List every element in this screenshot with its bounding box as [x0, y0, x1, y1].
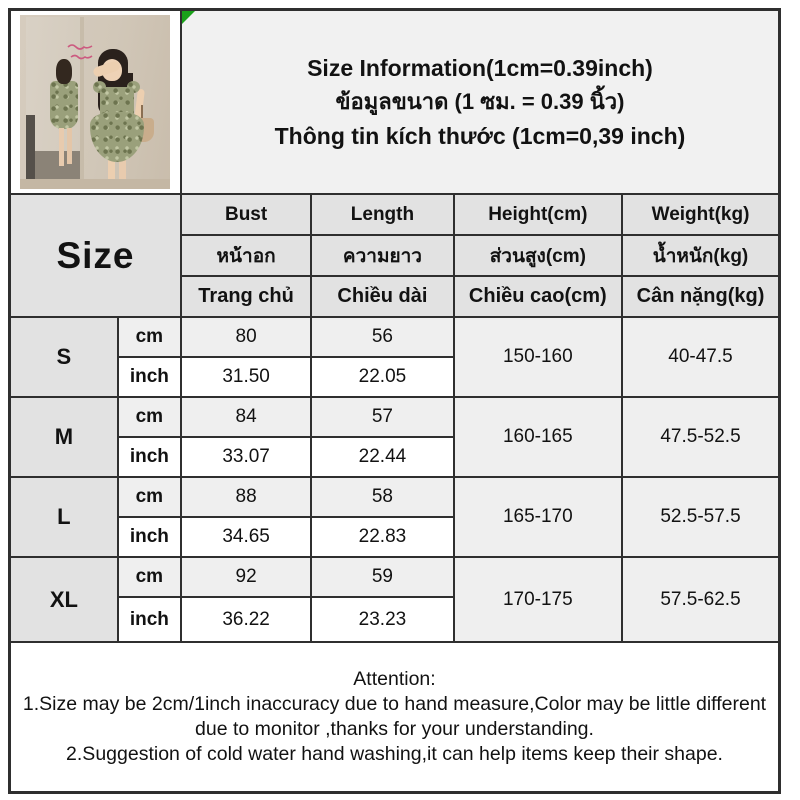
size-label: L — [8, 476, 119, 558]
bust-inch-value: 36.22 — [179, 596, 313, 643]
unit-label-cm: cm — [116, 476, 182, 518]
bust-inch-value: 34.65 — [179, 516, 313, 558]
model-leg — [119, 160, 127, 186]
handbag-strap — [141, 105, 144, 121]
unit-label-cm: cm — [116, 396, 182, 438]
header-height-en: Height(cm) — [452, 193, 624, 236]
header-length-vi: Chiều dài — [310, 275, 455, 318]
height-range-value: 150-160 — [452, 316, 624, 398]
length-cm-value: 59 — [310, 556, 455, 598]
header-bust-vi: Trang chủ — [179, 275, 313, 318]
pink-handwriting — [67, 44, 93, 60]
attention-note-2: 2.Suggestion of cold water hand washing,… — [66, 742, 723, 765]
length-inch-value: 23.23 — [310, 596, 455, 643]
header-weight-vi: Cân nặng(kg) — [621, 275, 781, 318]
bust-cm-value: 92 — [179, 556, 313, 598]
title-thai: ข้อมูลขนาด (1 ซม. = 0.39 นิ้ว) — [335, 89, 625, 114]
mirror-door-edge — [26, 115, 36, 179]
length-cm-value: 58 — [310, 476, 455, 518]
size-label: M — [8, 396, 119, 478]
length-inch-value: 22.05 — [310, 356, 455, 398]
header-weight-en: Weight(kg) — [621, 193, 781, 236]
table-row-s: S cm 80 56 150-160 40-47.5 — [8, 316, 781, 398]
table-row-l-inch: inch 34.65 22.83 — [10, 516, 780, 558]
product-photo-cell — [8, 8, 182, 195]
bust-cm-value: 80 — [179, 316, 313, 358]
size-column-header: Size — [8, 193, 182, 318]
table-row-s-inch: inch 31.50 22.05 — [10, 356, 780, 398]
unit-label-inch: inch — [116, 596, 182, 643]
header-length-th: ความยาว — [310, 234, 455, 277]
height-range-value: 165-170 — [452, 476, 624, 558]
table-row-m-inch: inch 33.07 22.44 — [10, 436, 780, 478]
header-height-th: ส่วนสูง(cm) — [452, 234, 624, 277]
header-length-en: Length — [310, 193, 455, 236]
size-label: XL — [8, 556, 119, 643]
reflection-leg — [59, 128, 65, 166]
bust-cm-value: 88 — [179, 476, 313, 518]
height-range-value: 160-165 — [452, 396, 624, 478]
attention-heading: Attention: — [353, 667, 436, 690]
length-inch-value: 22.83 — [310, 516, 455, 558]
table-row-xl-inch: inch 36.22 23.23 — [10, 596, 780, 643]
unit-label-inch: inch — [116, 436, 182, 478]
dress-bodice — [100, 87, 135, 115]
model-leg — [108, 160, 116, 186]
bust-cm-value: 84 — [179, 396, 313, 438]
size-chart-table: Size Information(1cm=0.39inch) ข้อมูลขนา… — [8, 8, 781, 794]
length-inch-value: 22.44 — [310, 436, 455, 478]
height-range-value: 170-175 — [452, 556, 624, 643]
weight-range-value: 47.5-52.5 — [621, 396, 781, 478]
reflection-dress — [50, 81, 79, 129]
reflection-leg — [67, 128, 73, 164]
title-english: Size Information(1cm=0.39inch) — [307, 55, 653, 81]
attention-cell: Attention: 1.Size may be 2cm/1inch inacc… — [8, 641, 781, 793]
excel-corner-flag-icon — [182, 11, 195, 24]
weight-range-value: 57.5-62.5 — [621, 556, 781, 643]
title-vietnamese: Thông tin kích thước (1cm=0,39 inch) — [274, 123, 686, 149]
header-weight-th: น้ำหนัก(kg) — [621, 234, 781, 277]
table-row-xl: XL cm 92 59 170-175 57.5-62.5 — [8, 556, 781, 643]
header-bust-en: Bust — [179, 193, 313, 236]
header-bust-th: หน้าอก — [179, 234, 313, 277]
mirror — [26, 17, 85, 179]
photo-floor — [20, 179, 171, 189]
weight-range-value: 52.5-57.5 — [621, 476, 781, 558]
table-row-m: M cm 84 57 160-165 47.5-52.5 — [8, 396, 781, 478]
length-cm-value: 56 — [310, 316, 455, 358]
reflection-hair — [56, 59, 73, 84]
header-height-vi: Chiều cao(cm) — [452, 275, 624, 318]
unit-label-inch: inch — [116, 356, 182, 398]
bust-inch-value: 31.50 — [179, 356, 313, 398]
table-row-l: L cm 88 58 165-170 52.5-57.5 — [8, 476, 781, 558]
weight-range-value: 40-47.5 — [621, 316, 781, 398]
title-cell: Size Information(1cm=0.39inch) ข้อมูลขนา… — [179, 8, 781, 195]
dress-skirt — [90, 112, 145, 162]
length-cm-value: 57 — [310, 396, 455, 438]
product-photo — [20, 15, 171, 189]
unit-label-cm: cm — [116, 316, 182, 358]
unit-label-cm: cm — [116, 556, 182, 598]
attention-note-1: 1.Size may be 2cm/1inch inaccuracy due t… — [22, 692, 767, 740]
bust-inch-value: 33.07 — [179, 436, 313, 478]
unit-label-inch: inch — [116, 516, 182, 558]
size-label: S — [8, 316, 119, 398]
